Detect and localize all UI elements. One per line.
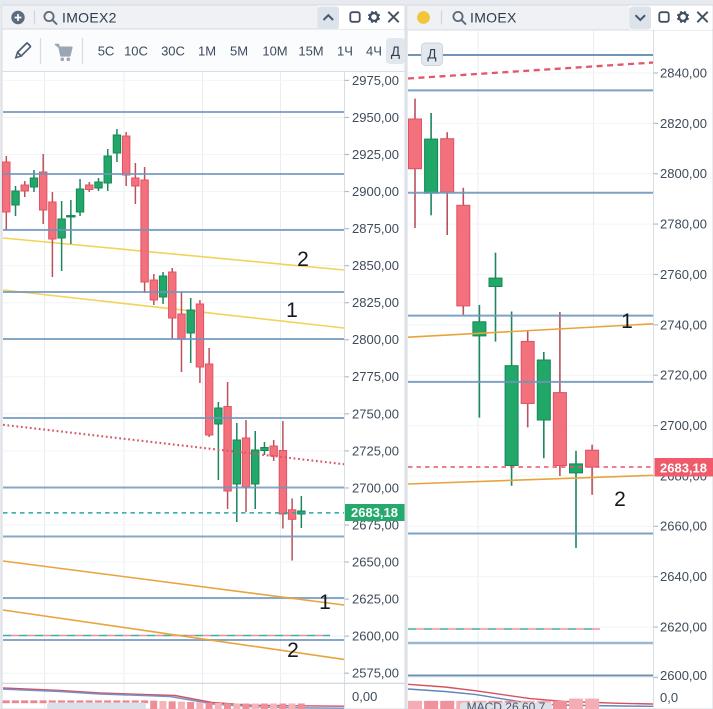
svg-text:2750,00: 2750,00 [352, 406, 399, 421]
svg-text:2700,00: 2700,00 [352, 480, 399, 495]
svg-text:0,0: 0,0 [660, 690, 678, 705]
svg-text:2800,00: 2800,00 [660, 166, 707, 181]
svg-text:0,00: 0,00 [352, 689, 377, 704]
svg-text:IMOEX2: IMOEX2 [62, 10, 117, 26]
svg-text:2850,00: 2850,00 [352, 258, 399, 273]
svg-text:1: 1 [286, 299, 298, 322]
svg-text:1М: 1М [198, 44, 216, 59]
svg-text:2600,00: 2600,00 [352, 629, 399, 644]
svg-text:1: 1 [319, 591, 331, 614]
svg-text:1: 1 [621, 310, 633, 333]
svg-text:2950,00: 2950,00 [352, 110, 399, 125]
svg-text:2760,00: 2760,00 [660, 267, 707, 282]
svg-text:2900,00: 2900,00 [352, 184, 399, 199]
svg-text:2800,00: 2800,00 [352, 332, 399, 347]
svg-text:30С: 30С [161, 44, 185, 59]
svg-text:2625,00: 2625,00 [352, 592, 399, 607]
svg-text:IMOEX: IMOEX [470, 10, 517, 26]
svg-text:2600,00: 2600,00 [660, 668, 707, 683]
svg-text:2: 2 [614, 488, 626, 511]
svg-text:15М: 15М [298, 44, 323, 59]
svg-text:2780,00: 2780,00 [660, 217, 707, 232]
svg-text:MACD 26 60 7: MACD 26 60 7 [467, 700, 546, 709]
svg-text:Д: Д [427, 47, 436, 62]
svg-text:2640,00: 2640,00 [660, 569, 707, 584]
svg-text:2975,00: 2975,00 [352, 73, 399, 88]
svg-text:2820,00: 2820,00 [660, 116, 707, 131]
svg-text:2620,00: 2620,00 [660, 619, 707, 634]
svg-text:2925,00: 2925,00 [352, 147, 399, 162]
svg-text:2720,00: 2720,00 [660, 368, 707, 383]
svg-text:5С: 5С [98, 44, 115, 59]
svg-text:10С: 10С [124, 44, 148, 59]
svg-text:2660,00: 2660,00 [660, 519, 707, 534]
svg-text:1Ч: 1Ч [337, 44, 353, 59]
svg-text:2825,00: 2825,00 [352, 295, 399, 310]
svg-text:2: 2 [287, 639, 299, 662]
svg-text:2575,00: 2575,00 [352, 666, 399, 681]
svg-text:2700,00: 2700,00 [660, 418, 707, 433]
svg-text:4Ч: 4Ч [366, 44, 382, 59]
svg-text:10М: 10М [262, 44, 287, 59]
svg-text:2875,00: 2875,00 [352, 221, 399, 236]
svg-text:2683,18: 2683,18 [351, 505, 398, 520]
svg-text:2740,00: 2740,00 [660, 317, 707, 332]
svg-text:2683,18: 2683,18 [660, 461, 707, 476]
svg-text:2650,00: 2650,00 [352, 554, 399, 569]
svg-text:2840,00: 2840,00 [660, 65, 707, 80]
svg-text:2775,00: 2775,00 [352, 369, 399, 384]
svg-text:Д: Д [391, 44, 400, 59]
svg-text:5М: 5М [230, 44, 248, 59]
svg-text:2725,00: 2725,00 [352, 443, 399, 458]
svg-text:2: 2 [297, 248, 309, 271]
svg-text:2675,00: 2675,00 [352, 517, 399, 532]
